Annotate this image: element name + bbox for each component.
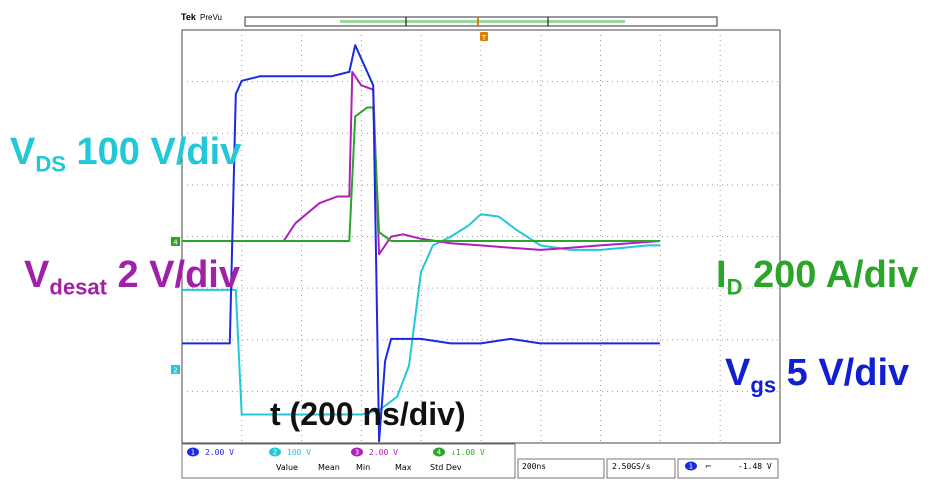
timebase-readout: 200ns — [522, 462, 546, 471]
vgs-rest: 5 V/div — [776, 352, 910, 394]
vdesat-sub: desat — [49, 274, 107, 300]
id-scale-label: ID 200 A/div — [716, 254, 919, 301]
measurement-headers: Value Mean Min Max Std Dev — [276, 463, 462, 472]
svg-text:4: 4 — [173, 239, 178, 247]
samplerate-readout: 2.50GS/s — [612, 462, 651, 471]
measure-header: Value — [276, 463, 298, 472]
trace-id — [182, 106, 660, 242]
timebase-label: t (200 ns/div) — [270, 396, 466, 432]
channel-2-scale[interactable]: 2 100 V — [269, 447, 311, 458]
vds-main: V — [10, 131, 36, 173]
vgs-scale-label: Vgs 5 V/div — [725, 352, 909, 399]
channel-3-badge — [351, 447, 363, 457]
measure-header: Min — [356, 463, 370, 472]
channel-4-number: 4 — [437, 449, 442, 457]
id-rest: 200 A/div — [742, 254, 919, 296]
channel-2-badge — [269, 447, 281, 457]
measure-header: Std Dev — [430, 463, 462, 472]
ch4-ground-marker[interactable]: 4 — [171, 237, 180, 247]
vdesat-main: V — [24, 254, 50, 296]
channel-3-number: 3 — [355, 449, 359, 457]
trigger-channel-badge: 1 — [685, 461, 697, 471]
channel-3-scale-value: 2.00 V — [369, 448, 398, 457]
channel-4-scale[interactable]: 4 ↓1.00 V — [433, 447, 485, 458]
channel-2-number: 2 — [273, 449, 277, 457]
channel-4-scale-value: ↓1.00 V — [451, 448, 485, 457]
graticule-frame — [181, 29, 781, 444]
trigger-level-readout: -1.48 V — [738, 462, 772, 471]
trace-vgs — [182, 44, 660, 443]
channel-1-scale[interactable]: 1 2.00 V — [187, 447, 234, 458]
trigger-channel-num: 1 — [689, 463, 693, 471]
channel-1-scale-value: 2.00 V — [205, 448, 234, 457]
svg-text:2: 2 — [173, 367, 177, 375]
trigger-box[interactable] — [677, 458, 779, 479]
vdesat-scale-label: Vdesat 2 V/div — [24, 254, 240, 301]
trigger-slope-icon: ⌐ — [705, 462, 712, 471]
measure-header: Max — [395, 463, 412, 472]
trigger-position-icon[interactable]: T — [480, 32, 488, 42]
channel-1-number: 1 — [191, 449, 195, 457]
brand-text: Tek — [181, 12, 197, 22]
svg-text:T: T — [481, 34, 487, 42]
status-bar — [181, 443, 516, 479]
measure-header: Mean — [318, 463, 340, 472]
id-main: I — [716, 254, 727, 296]
id-sub: D — [726, 274, 743, 300]
channel-3-scale[interactable]: 3 2.00 V — [351, 447, 398, 458]
trace-vdesat — [182, 70, 660, 256]
graticule-grid — [182, 30, 780, 443]
timebase-box[interactable] — [517, 458, 605, 479]
mode-text: PreVu — [200, 13, 222, 22]
vgs-sub: gs — [750, 372, 777, 398]
waveform-traces — [182, 44, 660, 443]
samplerate-box[interactable] — [606, 458, 676, 479]
ch2-ground-marker[interactable]: 2 — [171, 365, 180, 375]
trace-vds — [182, 213, 660, 416]
vds-sub: DS — [35, 151, 66, 177]
vgs-main: V — [725, 352, 751, 394]
channel-2-scale-value: 100 V — [287, 448, 311, 457]
channel-scale-row: 1 2.00 V 2 100 V 3 2.00 V 4 ↓1.00 V — [187, 447, 485, 458]
channel-4-badge — [433, 447, 445, 457]
vds-scale-label: VDS 100 V/div — [10, 131, 241, 178]
vdesat-rest: 2 V/div — [106, 254, 240, 296]
channel-1-badge — [187, 447, 199, 457]
vds-rest: 100 V/div — [65, 131, 242, 173]
